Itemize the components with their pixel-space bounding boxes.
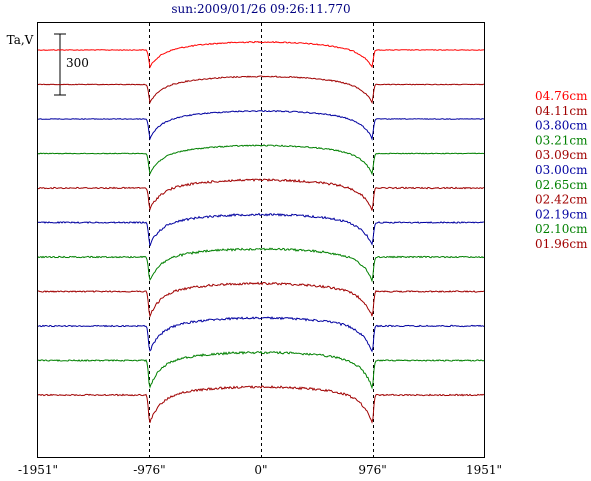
- trace-03.80cm: [37, 109, 485, 141]
- trace-03.00cm: [37, 212, 485, 247]
- chart-title: sun:2009/01/26 09:26:11.770: [171, 2, 350, 16]
- legend-item: 03.21cm: [535, 133, 588, 147]
- trace-02.42cm: [37, 281, 485, 318]
- scale-bar-label: 300: [66, 56, 89, 70]
- trace-02.65cm: [37, 247, 485, 283]
- legend-item: 03.00cm: [535, 163, 588, 177]
- x-tick-label: -976": [133, 463, 165, 477]
- legend: 04.76cm04.11cm03.80cm03.21cm03.09cm03.00…: [535, 89, 588, 251]
- trace-01.96cm: [37, 385, 485, 424]
- y-axis-label: Ta,V: [7, 33, 34, 47]
- legend-item: 04.76cm: [535, 89, 588, 103]
- x-tick-label: 1951": [466, 463, 502, 477]
- legend-item: 03.80cm: [535, 119, 588, 133]
- scan-traces: [37, 40, 485, 424]
- trace-02.19cm: [37, 316, 485, 353]
- trace-04.11cm: [37, 75, 484, 105]
- trace-03.09cm: [38, 178, 485, 212]
- trace-04.76cm: [37, 40, 485, 69]
- legend-item: 01.96cm: [535, 237, 588, 251]
- x-tick-label: -1951": [18, 463, 58, 477]
- legend-item: 04.11cm: [535, 104, 588, 118]
- x-axis-ticks: -1951" -976" 0" 976" 1951": [18, 463, 502, 477]
- legend-item: 02.42cm: [535, 193, 588, 207]
- legend-item: 02.10cm: [535, 222, 588, 236]
- legend-item: 02.19cm: [535, 207, 588, 221]
- x-tick-label: 0": [254, 463, 267, 477]
- legend-item: 02.65cm: [535, 178, 588, 192]
- trace-03.21cm: [37, 144, 485, 176]
- legend-item: 03.09cm: [535, 148, 588, 162]
- trace-02.10cm: [37, 350, 485, 390]
- x-tick-label: 976": [358, 463, 386, 477]
